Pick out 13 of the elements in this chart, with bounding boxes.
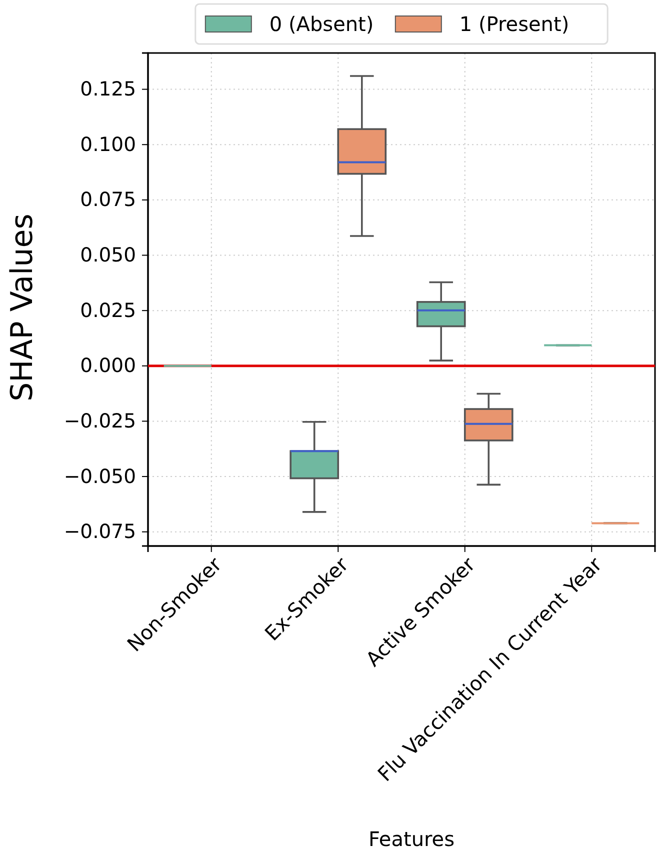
legend-label: 0 (Absent) xyxy=(269,12,374,36)
y-tick-label: −0.075 xyxy=(64,520,136,544)
y-tick-label: 0.000 xyxy=(80,354,136,378)
y-tick-label: −0.025 xyxy=(64,409,136,432)
x-axis-title: Features xyxy=(368,827,454,851)
y-tick-label: 0.125 xyxy=(80,78,136,101)
y-tick-label: −0.050 xyxy=(64,464,136,488)
y-axis-title: SHAP Values xyxy=(5,214,40,402)
y-tick-label: 0.100 xyxy=(80,132,136,156)
y-tick-label: 0.050 xyxy=(80,243,136,266)
legend-label: 1 (Present) xyxy=(459,12,570,36)
y-tick-label: 0.075 xyxy=(80,188,136,212)
y-tick-label: 0.025 xyxy=(80,298,136,322)
